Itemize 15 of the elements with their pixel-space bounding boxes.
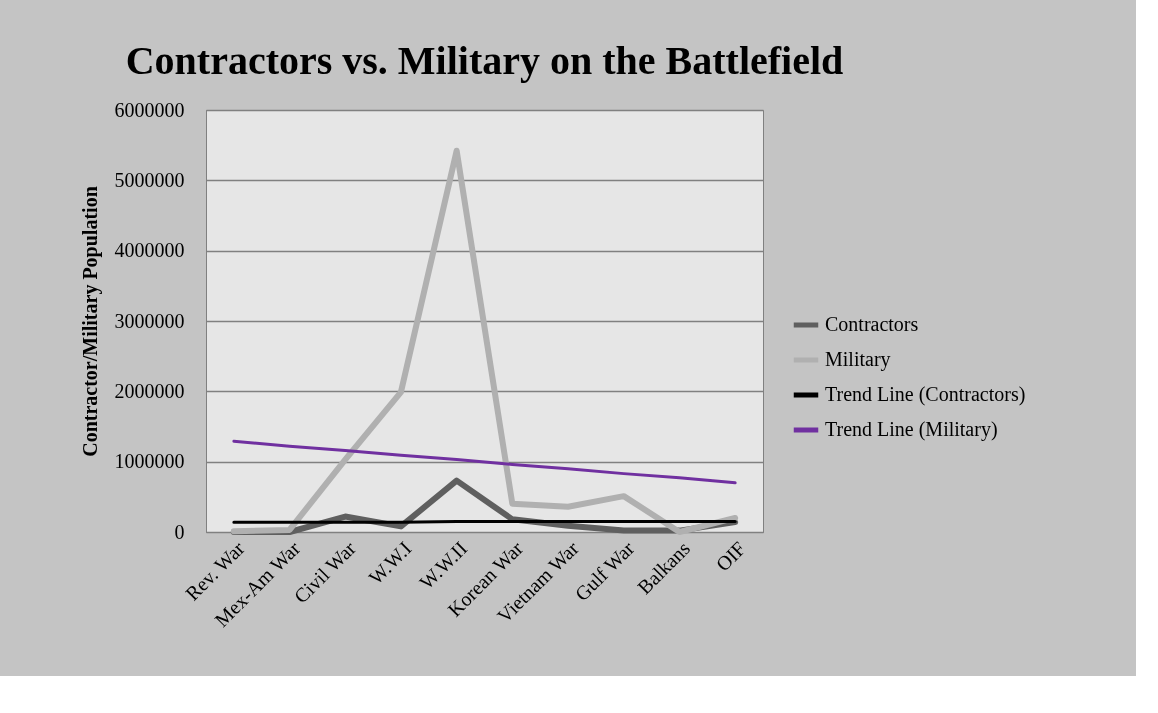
y-axis-title: Contractor/Military Population	[78, 186, 102, 457]
legend-label: Trend Line (Contractors)	[825, 383, 1026, 406]
y-tick-label: 2000000	[114, 379, 185, 402]
y-tick-label: 5000000	[114, 168, 185, 191]
legend-label: Trend Line (Military)	[825, 418, 998, 441]
legend-label: Contractors	[825, 313, 919, 335]
chart-title: Contractors vs. Military on the Battlefield	[125, 38, 844, 83]
y-tick-label: 0	[174, 520, 185, 543]
y-tick-label: 3000000	[114, 309, 185, 332]
x-tick-label: OIF	[711, 537, 750, 576]
y-tick-label: 1000000	[114, 450, 185, 473]
y-tick-label: 4000000	[114, 239, 185, 262]
line-series	[232, 439, 737, 485]
y-tick-label: 6000000	[114, 98, 185, 121]
legend-label: Military	[825, 348, 891, 371]
